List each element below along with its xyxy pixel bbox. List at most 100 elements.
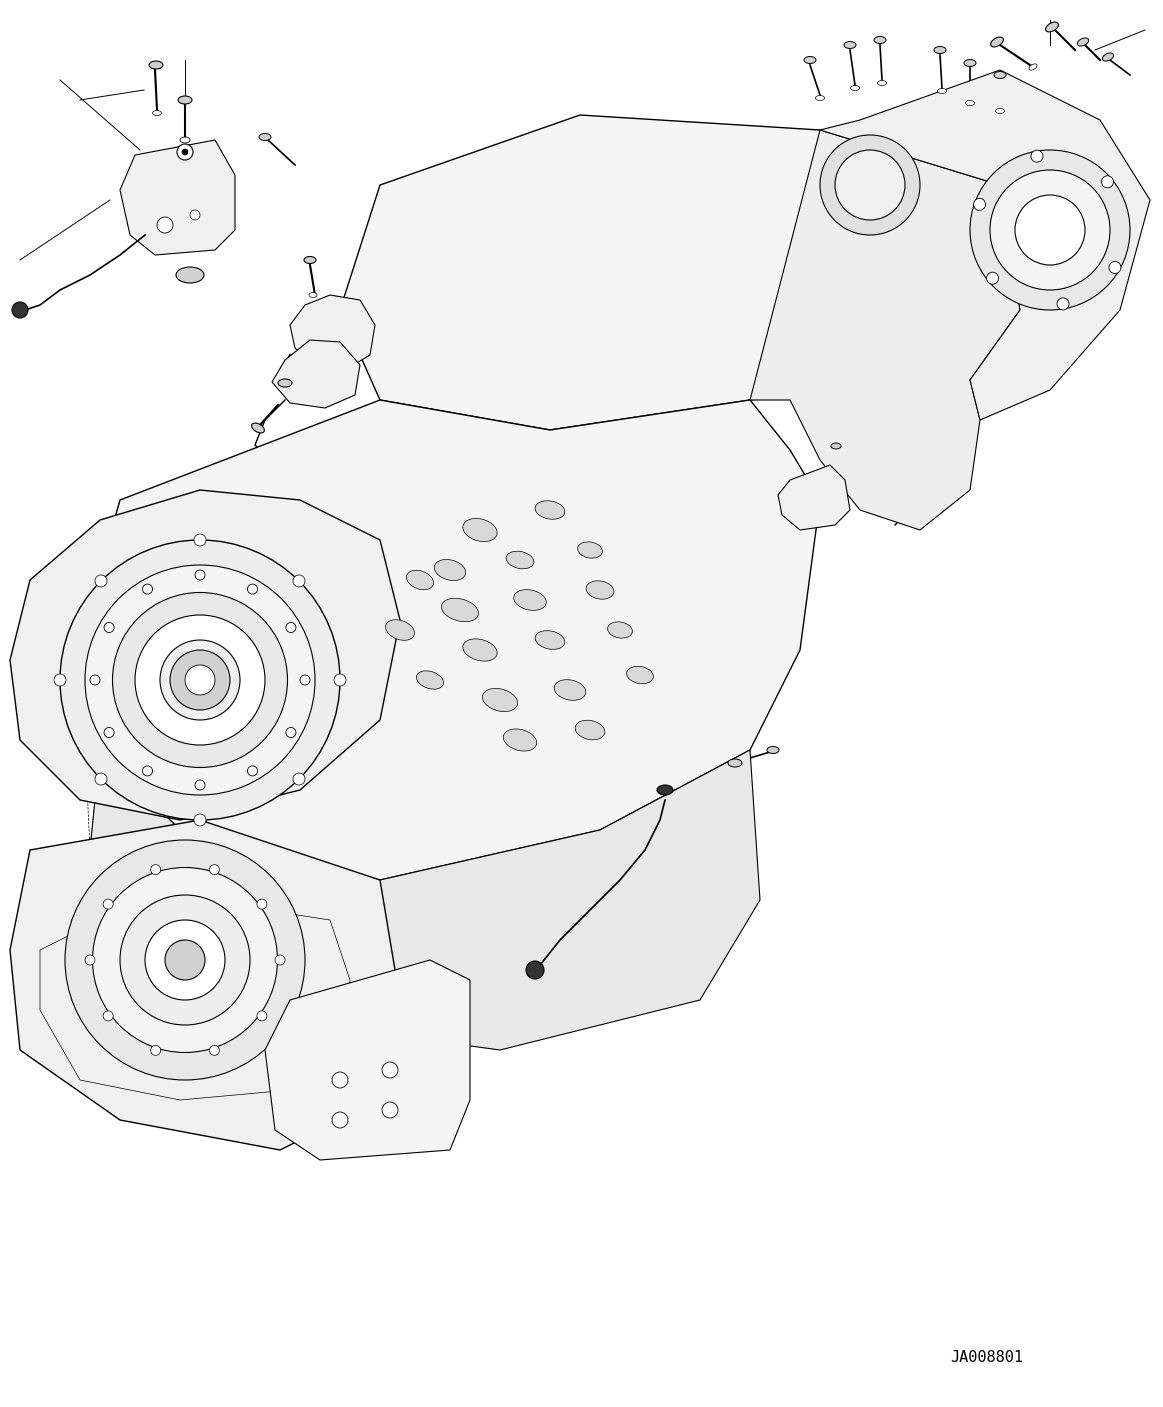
Ellipse shape (1103, 53, 1114, 61)
Circle shape (177, 144, 193, 160)
Circle shape (293, 575, 305, 587)
Ellipse shape (586, 581, 614, 599)
Polygon shape (265, 960, 470, 1159)
Circle shape (165, 940, 205, 981)
Ellipse shape (768, 747, 779, 754)
Circle shape (185, 666, 215, 695)
Ellipse shape (844, 41, 856, 48)
Polygon shape (90, 750, 759, 1050)
Ellipse shape (65, 840, 305, 1081)
Ellipse shape (875, 37, 886, 44)
Polygon shape (10, 820, 400, 1150)
Ellipse shape (555, 680, 586, 701)
Ellipse shape (176, 267, 204, 283)
Ellipse shape (964, 59, 976, 66)
Ellipse shape (463, 639, 497, 661)
Circle shape (104, 1010, 113, 1021)
Circle shape (257, 899, 266, 909)
Ellipse shape (93, 868, 278, 1052)
Circle shape (331, 1112, 348, 1128)
Ellipse shape (835, 151, 905, 219)
Circle shape (286, 622, 295, 633)
Ellipse shape (135, 615, 265, 744)
Ellipse shape (145, 920, 224, 1000)
Ellipse shape (815, 96, 825, 100)
Ellipse shape (407, 570, 434, 590)
Circle shape (181, 149, 188, 155)
Circle shape (293, 772, 305, 785)
Circle shape (274, 955, 285, 965)
Polygon shape (120, 141, 235, 255)
Polygon shape (340, 115, 1020, 431)
Circle shape (53, 674, 66, 687)
Ellipse shape (113, 592, 287, 767)
Polygon shape (820, 70, 1150, 421)
Circle shape (248, 765, 257, 775)
Ellipse shape (1046, 23, 1058, 32)
Ellipse shape (304, 256, 316, 263)
Circle shape (85, 955, 95, 965)
Polygon shape (750, 129, 1020, 530)
Ellipse shape (85, 566, 315, 795)
Ellipse shape (149, 61, 163, 69)
Polygon shape (10, 490, 400, 820)
Ellipse shape (535, 630, 565, 650)
Ellipse shape (994, 72, 1006, 79)
Circle shape (300, 675, 311, 685)
Polygon shape (80, 400, 820, 879)
Ellipse shape (578, 542, 602, 559)
Circle shape (526, 961, 544, 979)
Circle shape (381, 1062, 398, 1078)
Ellipse shape (442, 598, 478, 622)
Polygon shape (290, 295, 374, 370)
Circle shape (151, 1045, 160, 1055)
Ellipse shape (804, 56, 816, 63)
Ellipse shape (991, 37, 1004, 46)
Ellipse shape (483, 688, 518, 712)
Circle shape (151, 865, 160, 875)
Circle shape (95, 575, 107, 587)
Circle shape (195, 779, 205, 789)
Ellipse shape (878, 80, 886, 86)
Ellipse shape (120, 895, 250, 1026)
Ellipse shape (504, 729, 536, 751)
Text: JA008801: JA008801 (950, 1349, 1023, 1365)
Circle shape (104, 622, 114, 633)
Circle shape (143, 765, 152, 775)
Ellipse shape (820, 135, 920, 235)
Ellipse shape (627, 667, 654, 684)
Ellipse shape (259, 134, 271, 141)
Ellipse shape (965, 100, 975, 106)
Polygon shape (272, 340, 361, 408)
Circle shape (331, 1072, 348, 1088)
Ellipse shape (434, 560, 465, 581)
Circle shape (95, 772, 107, 785)
Ellipse shape (1015, 196, 1085, 265)
Ellipse shape (970, 151, 1130, 310)
Circle shape (973, 198, 985, 211)
Ellipse shape (657, 785, 673, 795)
Ellipse shape (251, 424, 264, 433)
Ellipse shape (576, 720, 605, 740)
Ellipse shape (152, 111, 162, 115)
Ellipse shape (937, 89, 947, 93)
Circle shape (12, 303, 28, 318)
Circle shape (209, 1045, 220, 1055)
Ellipse shape (607, 622, 633, 639)
Ellipse shape (535, 501, 565, 519)
Ellipse shape (60, 540, 340, 820)
Ellipse shape (309, 293, 317, 297)
Polygon shape (778, 464, 850, 530)
Ellipse shape (514, 590, 547, 611)
Circle shape (195, 570, 205, 580)
Circle shape (90, 675, 100, 685)
Ellipse shape (832, 443, 841, 449)
Ellipse shape (180, 136, 190, 144)
Circle shape (986, 272, 999, 284)
Ellipse shape (728, 758, 742, 767)
Ellipse shape (416, 671, 443, 689)
Ellipse shape (990, 170, 1110, 290)
Circle shape (157, 217, 173, 234)
Circle shape (286, 727, 295, 737)
Circle shape (1101, 176, 1113, 187)
